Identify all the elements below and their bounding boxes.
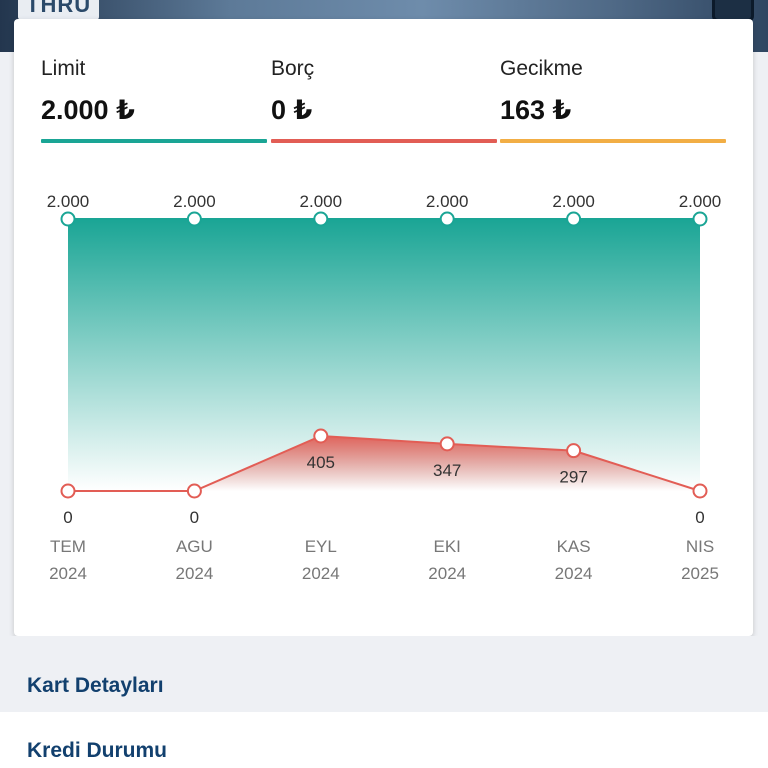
- stat-debt-bar: [271, 139, 497, 143]
- debt-data-label: 297: [559, 468, 587, 487]
- credit-status-section[interactable]: Kredi Durumu: [0, 712, 768, 768]
- debt-point: [60, 483, 76, 499]
- limit-point: [186, 211, 202, 227]
- debt-point: [439, 436, 455, 452]
- stat-debt-label: Borç: [271, 57, 315, 80]
- credit-status-title[interactable]: Kredi Durumu: [27, 739, 168, 762]
- x-tick-year: 2024: [428, 564, 466, 583]
- limit-debt-chart: 2.000 2.000 2.000 2.000 2.000 2.000 0 0 405 347 29…: [47, 192, 722, 583]
- limit-data-label: 2.000: [552, 192, 595, 211]
- banner-text: THRU: [18, 0, 100, 20]
- debt-data-label: 0: [63, 508, 72, 527]
- stat-overdue-value: 163 ₺: [500, 95, 572, 125]
- debt-data-label: 0: [695, 508, 704, 527]
- limit-data-label: 2.000: [426, 192, 469, 211]
- limit-point: [313, 211, 329, 227]
- card-details-section[interactable]: Kart Detayları: [0, 636, 768, 712]
- debt-data-label: 0: [190, 508, 199, 527]
- limit-point: [566, 211, 582, 227]
- limit-data-label: 2.000: [679, 192, 722, 211]
- limit-data-label: 2.000: [173, 192, 216, 211]
- debt-point: [692, 483, 708, 499]
- limit-point: [60, 211, 76, 227]
- x-tick-year: 2024: [175, 564, 213, 583]
- stat-overdue-label: Gecikme: [500, 57, 583, 80]
- x-tick-month: EKI: [433, 537, 460, 556]
- x-tick-year: 2025: [681, 564, 719, 583]
- stat-limit-bar: [41, 139, 267, 143]
- stat-overdue-bar: [500, 139, 726, 143]
- x-tick-month: NIS: [686, 537, 714, 556]
- card-details-title[interactable]: Kart Detayları: [27, 674, 164, 697]
- summary-card: Limit 2.000 ₺ Borç 0 ₺ Gecikme 163 ₺ 2.0…: [14, 19, 753, 636]
- debt-data-label: 347: [433, 461, 461, 480]
- stat-limit-value: 2.000 ₺: [41, 95, 135, 125]
- stat-limit-label: Limit: [41, 57, 86, 80]
- x-tick-year: 2024: [555, 564, 593, 583]
- debt-data-label: 405: [307, 453, 335, 472]
- x-tick-year: 2024: [302, 564, 340, 583]
- x-tick-month: AGU: [176, 537, 213, 556]
- debt-line: [68, 434, 701, 492]
- x-tick-month: TEM: [50, 537, 86, 556]
- limit-point: [439, 211, 455, 227]
- stat-debt-value: 0 ₺: [271, 95, 313, 125]
- limit-data-label: 2.000: [47, 192, 90, 211]
- debt-point: [313, 428, 329, 444]
- limit-area: [68, 219, 700, 491]
- x-tick-month: EYL: [305, 537, 337, 556]
- limit-data-label: 2.000: [300, 192, 343, 211]
- x-tick-month: KAS: [557, 537, 591, 556]
- limit-point: [692, 211, 708, 227]
- debt-point: [566, 443, 582, 459]
- x-tick-year: 2024: [49, 564, 87, 583]
- debt-point: [186, 483, 202, 499]
